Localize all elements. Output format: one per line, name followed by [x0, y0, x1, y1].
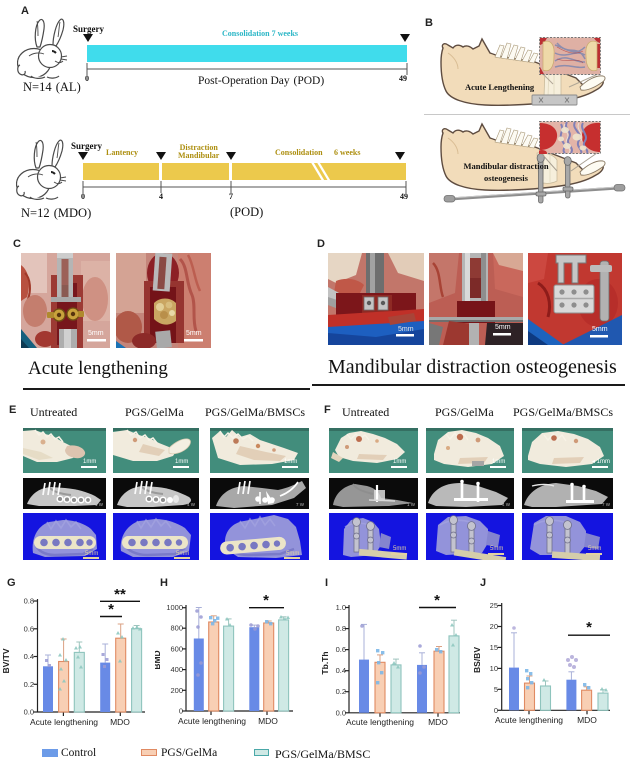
- svg-text:0.6: 0.6: [24, 624, 34, 633]
- svg-text:1mm: 1mm: [175, 459, 188, 465]
- svg-text:MDO: MDO: [428, 717, 448, 727]
- svg-text:0.0: 0.0: [336, 708, 346, 717]
- svg-text:600: 600: [170, 644, 183, 653]
- svg-text:5mm: 5mm: [393, 546, 406, 552]
- svg-text:0: 0: [494, 706, 498, 715]
- svg-text:1.0: 1.0: [336, 603, 346, 612]
- svg-text:1000: 1000: [166, 603, 183, 612]
- svg-text:BMD: BMD: [155, 650, 162, 669]
- svg-text:0.8: 0.8: [24, 597, 34, 606]
- svg-text:Acute lengthening: Acute lengthening: [495, 715, 563, 725]
- svg-text:MDO: MDO: [577, 715, 597, 725]
- svg-text:*: *: [108, 601, 114, 618]
- svg-text:5mm: 5mm: [176, 551, 189, 557]
- svg-text:5mm: 5mm: [286, 551, 299, 557]
- svg-text:7 W: 7 W: [296, 502, 305, 507]
- svg-text:5mm: 5mm: [85, 551, 98, 557]
- svg-text:1 W: 1 W: [407, 502, 416, 507]
- svg-text:1mm: 1mm: [492, 459, 505, 465]
- svg-text:1mm: 1mm: [284, 459, 297, 465]
- svg-text:0.4: 0.4: [336, 666, 346, 675]
- svg-text:20: 20: [490, 622, 498, 631]
- svg-text:MDO: MDO: [258, 716, 278, 726]
- svg-text:0.4: 0.4: [24, 652, 34, 661]
- svg-text:5mm: 5mm: [592, 326, 608, 333]
- svg-text:0.6: 0.6: [336, 645, 346, 654]
- svg-text:*: *: [263, 592, 269, 609]
- svg-text:400: 400: [170, 665, 183, 674]
- svg-text:10: 10: [490, 664, 498, 673]
- svg-text:200: 200: [170, 686, 183, 695]
- svg-text:*: *: [586, 619, 592, 636]
- svg-text:5mm: 5mm: [588, 546, 601, 552]
- svg-text:7 W: 7 W: [602, 502, 611, 507]
- svg-text:0: 0: [179, 707, 183, 716]
- svg-text:5mm: 5mm: [186, 330, 202, 337]
- svg-text:0.8: 0.8: [336, 624, 346, 633]
- svg-text:Acute lengthening: Acute lengthening: [30, 717, 98, 727]
- svg-text:0.2: 0.2: [24, 680, 34, 689]
- svg-text:BV/TV: BV/TV: [1, 648, 11, 673]
- svg-text:800: 800: [170, 624, 183, 633]
- svg-text:MDO: MDO: [110, 717, 130, 727]
- svg-text:4 W: 4 W: [187, 502, 196, 507]
- svg-text:15: 15: [490, 643, 498, 652]
- svg-text:Tb.Th: Tb.Th: [320, 651, 330, 674]
- svg-text:BS/BV: BS/BV: [472, 647, 482, 673]
- svg-text:Acute lengthening: Acute lengthening: [178, 716, 246, 726]
- svg-text:0.2: 0.2: [336, 687, 346, 696]
- svg-text:0.0: 0.0: [24, 708, 34, 717]
- svg-text:**: **: [114, 586, 126, 603]
- svg-text:5mm: 5mm: [398, 326, 414, 333]
- svg-text:25: 25: [490, 601, 498, 610]
- svg-text:5mm: 5mm: [88, 330, 104, 337]
- svg-text:Acute lengthening: Acute lengthening: [346, 717, 414, 727]
- svg-text:5mm: 5mm: [495, 324, 511, 331]
- svg-text:5mm: 5mm: [490, 546, 503, 552]
- svg-text:1mm: 1mm: [393, 459, 406, 465]
- svg-text:*: *: [434, 592, 440, 609]
- svg-text:4 W: 4 W: [502, 502, 511, 507]
- svg-text:1mm: 1mm: [83, 459, 96, 465]
- svg-text:◂ 1mm: ◂ 1mm: [592, 459, 610, 465]
- svg-text:1 W: 1 W: [95, 502, 104, 507]
- svg-text:5: 5: [494, 685, 498, 694]
